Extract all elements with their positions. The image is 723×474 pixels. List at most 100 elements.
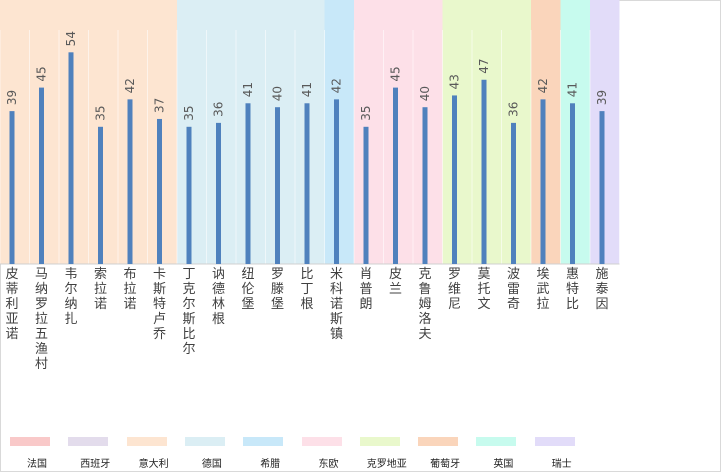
data-label: 41 <box>241 82 255 97</box>
legend-swatch <box>359 437 400 446</box>
legend-swatch <box>476 437 517 446</box>
bar <box>570 103 575 264</box>
legend-label: 英国 <box>493 459 514 470</box>
bar <box>481 79 487 264</box>
bar <box>275 107 280 264</box>
bar <box>393 87 398 264</box>
legend-item: 英国 <box>474 437 532 470</box>
bar <box>39 87 44 264</box>
group-band-4 <box>442 0 531 264</box>
legend-label: 西班牙 <box>80 459 111 470</box>
bar <box>9 111 15 265</box>
category-label: 皮兰 <box>388 267 402 297</box>
data-label: 45 <box>389 66 403 81</box>
data-label: 42 <box>536 78 550 93</box>
category-label: 马纳罗拉 五渔村 <box>34 267 48 372</box>
legend-item: 德国 <box>183 437 241 470</box>
category-label: 韦尔纳扎 <box>64 267 78 327</box>
data-label: 41 <box>566 82 580 97</box>
group-band-2 <box>324 0 354 264</box>
data-label: 35 <box>182 106 196 121</box>
data-label: 35 <box>359 106 373 121</box>
data-label: 39 <box>595 90 609 105</box>
category-label: 布拉诺 <box>123 267 137 312</box>
category-label: 惠特比 <box>565 267 579 312</box>
legend-label: 德国 <box>201 459 222 470</box>
data-label: 36 <box>507 102 521 117</box>
data-label: 35 <box>94 106 108 121</box>
legend-item: 东欧 <box>300 437 358 470</box>
legend-swatch <box>301 437 342 446</box>
data-label: 37 <box>153 98 167 113</box>
legend-item: 法国 <box>8 437 66 470</box>
data-label: 39 <box>5 90 19 105</box>
category-label: 讷德林根 <box>211 267 225 327</box>
bar <box>68 52 74 264</box>
legend-swatch <box>68 437 109 446</box>
group-band-5 <box>531 0 561 264</box>
data-label: 42 <box>330 78 344 93</box>
legend-item: 希腊 <box>241 437 299 470</box>
bar <box>511 122 516 264</box>
category-label: 丁克尔斯比尔 <box>182 267 196 357</box>
category-label: 肖普朗 <box>359 267 373 312</box>
category-label: 皮蒂利亚诺 <box>5 267 19 342</box>
legend-label: 克罗地亚 <box>366 459 407 470</box>
category-label: 索拉诺 <box>93 267 107 312</box>
legend-item: 葡萄牙 <box>416 437 474 470</box>
category-label: 克鲁姆洛夫 <box>418 267 432 342</box>
bar <box>98 126 103 264</box>
bar <box>157 118 162 265</box>
bar <box>334 99 339 264</box>
category-label: 施泰因 <box>595 267 609 312</box>
legend-swatch <box>243 437 284 446</box>
bar <box>363 126 369 264</box>
legend-swatch <box>10 437 50 446</box>
legend-label: 葡萄牙 <box>430 459 461 470</box>
legend-item: 克罗地亚 <box>358 437 416 470</box>
category-label: 埃武拉 <box>536 267 550 312</box>
legend-item: 西班牙 <box>66 437 124 470</box>
data-label: 40 <box>418 86 432 101</box>
legend-swatch <box>184 437 225 446</box>
bar <box>304 103 310 264</box>
bar <box>540 99 546 264</box>
category-label: 米科诺斯镇 <box>329 267 343 342</box>
category-label: 波雷奇 <box>506 267 520 312</box>
legend-swatch <box>126 437 167 446</box>
group-band-3 <box>354 0 443 264</box>
category-label: 纽伦堡 <box>241 267 255 312</box>
bar <box>245 103 251 264</box>
data-label: 36 <box>212 102 226 117</box>
legend-label: 瑞士 <box>551 459 572 470</box>
bar <box>599 111 605 265</box>
group-band-1 <box>177 0 325 264</box>
category-label: 莫托文 <box>477 267 491 312</box>
legend-label: 法国 <box>27 459 47 470</box>
legend-swatch <box>418 437 459 446</box>
data-label: 54 <box>64 31 78 46</box>
legend-swatch <box>534 437 575 446</box>
group-band-7 <box>590 0 620 264</box>
category-label: 卡斯特卢乔 <box>152 267 166 342</box>
category-label: 罗维尼 <box>447 267 461 312</box>
bar <box>452 95 457 264</box>
data-label: 45 <box>35 66 49 81</box>
bar <box>216 122 221 264</box>
data-label: 42 <box>123 78 137 93</box>
bar <box>127 99 133 264</box>
category-label: 比丁根 <box>300 267 314 312</box>
data-label: 41 <box>300 82 314 97</box>
legend-label: 意大利 <box>138 459 169 470</box>
bar <box>186 126 192 264</box>
bar <box>422 107 428 264</box>
category-label: 罗滕堡 <box>270 267 284 312</box>
data-label: 43 <box>448 74 462 89</box>
legend-label: 东欧 <box>318 459 339 470</box>
legend-label: 希腊 <box>260 459 281 470</box>
data-label: 40 <box>271 86 285 101</box>
group-band-6 <box>560 0 590 264</box>
legend-item: 瑞士 <box>533 437 591 470</box>
legend-item: 意大利 <box>125 437 183 470</box>
data-label: 47 <box>477 58 491 73</box>
